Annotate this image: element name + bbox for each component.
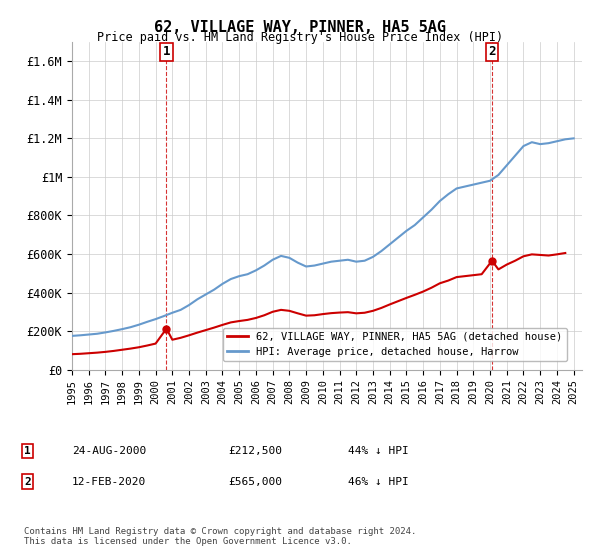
Text: 12-FEB-2020: 12-FEB-2020 [72, 477, 146, 487]
Text: 1: 1 [24, 446, 31, 456]
Text: 46% ↓ HPI: 46% ↓ HPI [348, 477, 409, 487]
Text: 2: 2 [24, 477, 31, 487]
Text: 1: 1 [163, 45, 170, 58]
Text: 62, VILLAGE WAY, PINNER, HA5 5AG: 62, VILLAGE WAY, PINNER, HA5 5AG [154, 20, 446, 35]
Text: Price paid vs. HM Land Registry's House Price Index (HPI): Price paid vs. HM Land Registry's House … [97, 31, 503, 44]
Text: Contains HM Land Registry data © Crown copyright and database right 2024.
This d: Contains HM Land Registry data © Crown c… [24, 526, 416, 546]
Text: £212,500: £212,500 [228, 446, 282, 456]
Legend: 62, VILLAGE WAY, PINNER, HA5 5AG (detached house), HPI: Average price, detached : 62, VILLAGE WAY, PINNER, HA5 5AG (detach… [223, 328, 566, 361]
Text: 24-AUG-2000: 24-AUG-2000 [72, 446, 146, 456]
Text: 44% ↓ HPI: 44% ↓ HPI [348, 446, 409, 456]
Text: £565,000: £565,000 [228, 477, 282, 487]
Text: 2: 2 [488, 45, 496, 58]
